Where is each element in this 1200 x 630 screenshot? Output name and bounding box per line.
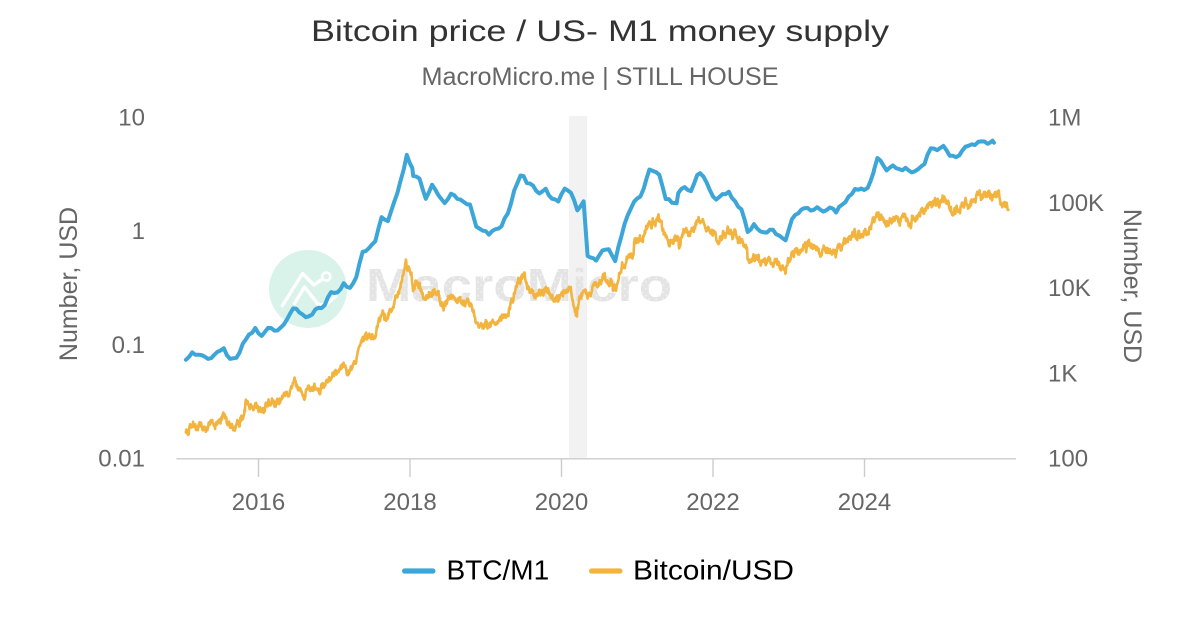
svg-text:10: 10 <box>118 105 145 132</box>
svg-text:2024: 2024 <box>838 489 891 516</box>
svg-text:2022: 2022 <box>686 489 739 516</box>
svg-text:2020: 2020 <box>535 489 588 516</box>
svg-text:0.01: 0.01 <box>98 446 145 473</box>
svg-text:10K: 10K <box>1048 275 1091 302</box>
svg-text:2018: 2018 <box>383 489 436 516</box>
svg-text:Number, USD: Number, USD <box>1118 209 1146 363</box>
svg-text:100: 100 <box>1048 446 1088 473</box>
svg-text:1K: 1K <box>1048 360 1077 387</box>
svg-text:1: 1 <box>132 218 145 245</box>
svg-text:Bitcoin/USD: Bitcoin/USD <box>633 555 794 586</box>
svg-text:MacroMicro.me | STILL HOUSE: MacroMicro.me | STILL HOUSE <box>422 63 779 91</box>
svg-text:BTC/M1: BTC/M1 <box>447 555 550 586</box>
svg-text:Number, USD: Number, USD <box>55 207 83 361</box>
svg-text:100K: 100K <box>1048 190 1104 217</box>
svg-text:1M: 1M <box>1048 105 1081 132</box>
svg-text:2016: 2016 <box>232 489 285 516</box>
svg-text:Bitcoin price / US- M1 money s: Bitcoin price / US- M1 money supply <box>311 15 889 48</box>
svg-text:0.1: 0.1 <box>112 332 145 359</box>
